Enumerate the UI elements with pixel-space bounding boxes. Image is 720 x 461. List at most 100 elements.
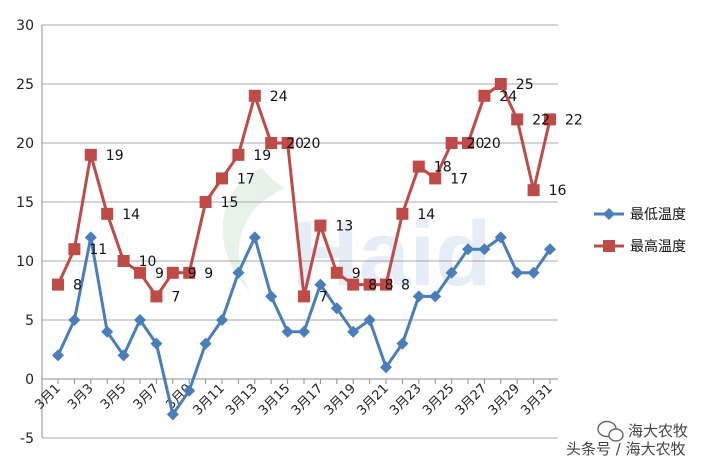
max-temp-point [298, 290, 310, 303]
min-temp-point [494, 231, 507, 244]
min-temp-point [544, 243, 556, 256]
brand-top-text: 海大农牧 [628, 422, 688, 440]
min-temp-point [445, 266, 458, 279]
min-temp-point [52, 349, 64, 362]
max-temp-point [68, 243, 81, 256]
brand-watermark: 海大农牧 头条号 / 海大农牧 [566, 420, 688, 458]
max-temp-data-label: 25 [516, 77, 534, 93]
max-temp-point [363, 278, 376, 291]
min-temp-point [347, 325, 360, 338]
max-temp-data-label: 22 [565, 112, 583, 128]
max-temp-point [478, 89, 491, 102]
max-temp-point [429, 172, 442, 185]
max-temp-point [232, 148, 245, 161]
x-tick-label: 3月11 [190, 381, 227, 418]
min-temp-point [183, 384, 196, 397]
y-tick-label: 15 [16, 195, 34, 211]
max-temp-point [84, 148, 97, 161]
legend-label: 最低温度 [630, 207, 686, 223]
max-temp-data-label: 17 [237, 171, 255, 187]
max-temp-point [314, 219, 327, 232]
min-temp-point [134, 314, 146, 326]
max-temp-point [183, 266, 196, 279]
max-temp-point [281, 137, 294, 149]
max-temp-data-label: 8 [368, 278, 377, 294]
x-tick-label: 3月13 [223, 381, 260, 418]
max-temp-point [216, 172, 228, 185]
x-tick-label: 3月29 [486, 381, 523, 418]
min-temp-point [511, 266, 524, 279]
min-temp-point [412, 290, 425, 303]
legend-diamond-marker [603, 208, 615, 220]
x-tick-label: 3月27 [453, 381, 490, 418]
max-temp-data-label: 9 [155, 266, 164, 282]
min-temp-point [527, 266, 540, 279]
max-temp-data-label: 18 [434, 160, 452, 176]
legend-square-marker [603, 240, 615, 252]
max-temp-data-label: 24 [270, 89, 288, 105]
min-temp-point [380, 361, 392, 374]
min-temp-point [84, 231, 97, 244]
max-temp-data-label: 24 [499, 89, 517, 105]
max-temp-data-label: 8 [73, 278, 82, 294]
min-temp-point [429, 290, 442, 303]
max-temp-data-label: 8 [385, 278, 394, 294]
max-temp-point [166, 266, 179, 279]
min-temp-point [462, 243, 474, 256]
max-temp-point [445, 137, 458, 149]
min-temp-point [117, 349, 130, 362]
y-tick-label: -5 [20, 431, 34, 447]
x-tick-label: 3月7 [131, 381, 162, 412]
min-temp-point [478, 243, 491, 256]
max-temp-point [117, 255, 130, 267]
max-temp-point [134, 266, 146, 279]
brand-bottom-text: 头条号 / 海大农牧 [566, 440, 686, 458]
min-temp-point [248, 231, 261, 244]
max-temp-data-label: 8 [401, 278, 410, 294]
min-temp-point [396, 337, 409, 350]
x-tick-label: 3月15 [256, 381, 293, 418]
max-temp-point [527, 184, 540, 197]
max-temp-data-label: 14 [122, 207, 140, 223]
max-temp-data-label: 17 [450, 171, 468, 187]
min-temp-point [281, 325, 294, 338]
max-temp-data-label: 20 [303, 136, 321, 152]
x-tick-label: 3月21 [354, 381, 391, 418]
max-temp-point [494, 78, 507, 90]
max-temp-data-label: 16 [549, 183, 567, 199]
max-temp-point [330, 266, 343, 279]
max-temp-data-label: 13 [335, 219, 353, 235]
max-temp-point [265, 137, 278, 149]
max-temp-point [150, 290, 163, 303]
max-temp-point [101, 207, 114, 220]
min-temp-point [199, 337, 212, 350]
max-temp-point [396, 207, 409, 220]
max-temp-data-label: 9 [352, 266, 361, 282]
min-temp-point [265, 290, 278, 303]
max-temp-data-label: 11 [89, 242, 107, 258]
x-tick-label: 3月3 [65, 381, 96, 412]
max-temp-data-label: 9 [188, 266, 197, 282]
y-tick-label: 25 [16, 77, 34, 93]
legend-label: 最高温度 [630, 238, 686, 255]
x-tick-label: 3月17 [289, 381, 326, 418]
x-tick-label: 3月19 [322, 381, 359, 418]
max-temp-data-label: 20 [483, 136, 501, 152]
min-temp-point [330, 302, 343, 315]
y-tick-label: 5 [25, 313, 34, 329]
min-temp-point [216, 314, 228, 326]
max-temp-data-label: 19 [106, 148, 124, 164]
wechat-icon [597, 420, 624, 442]
min-temp-point [68, 314, 81, 326]
x-tick-label: 3月25 [420, 381, 457, 418]
max-temp-data-label: 22 [532, 112, 550, 128]
max-temp-data-label: 9 [204, 266, 213, 282]
series [52, 78, 556, 421]
max-temp-point [347, 278, 360, 291]
x-tick-label: 3月1 [32, 381, 63, 412]
y-tick-label: 10 [16, 254, 34, 270]
max-temp-point [52, 278, 64, 291]
